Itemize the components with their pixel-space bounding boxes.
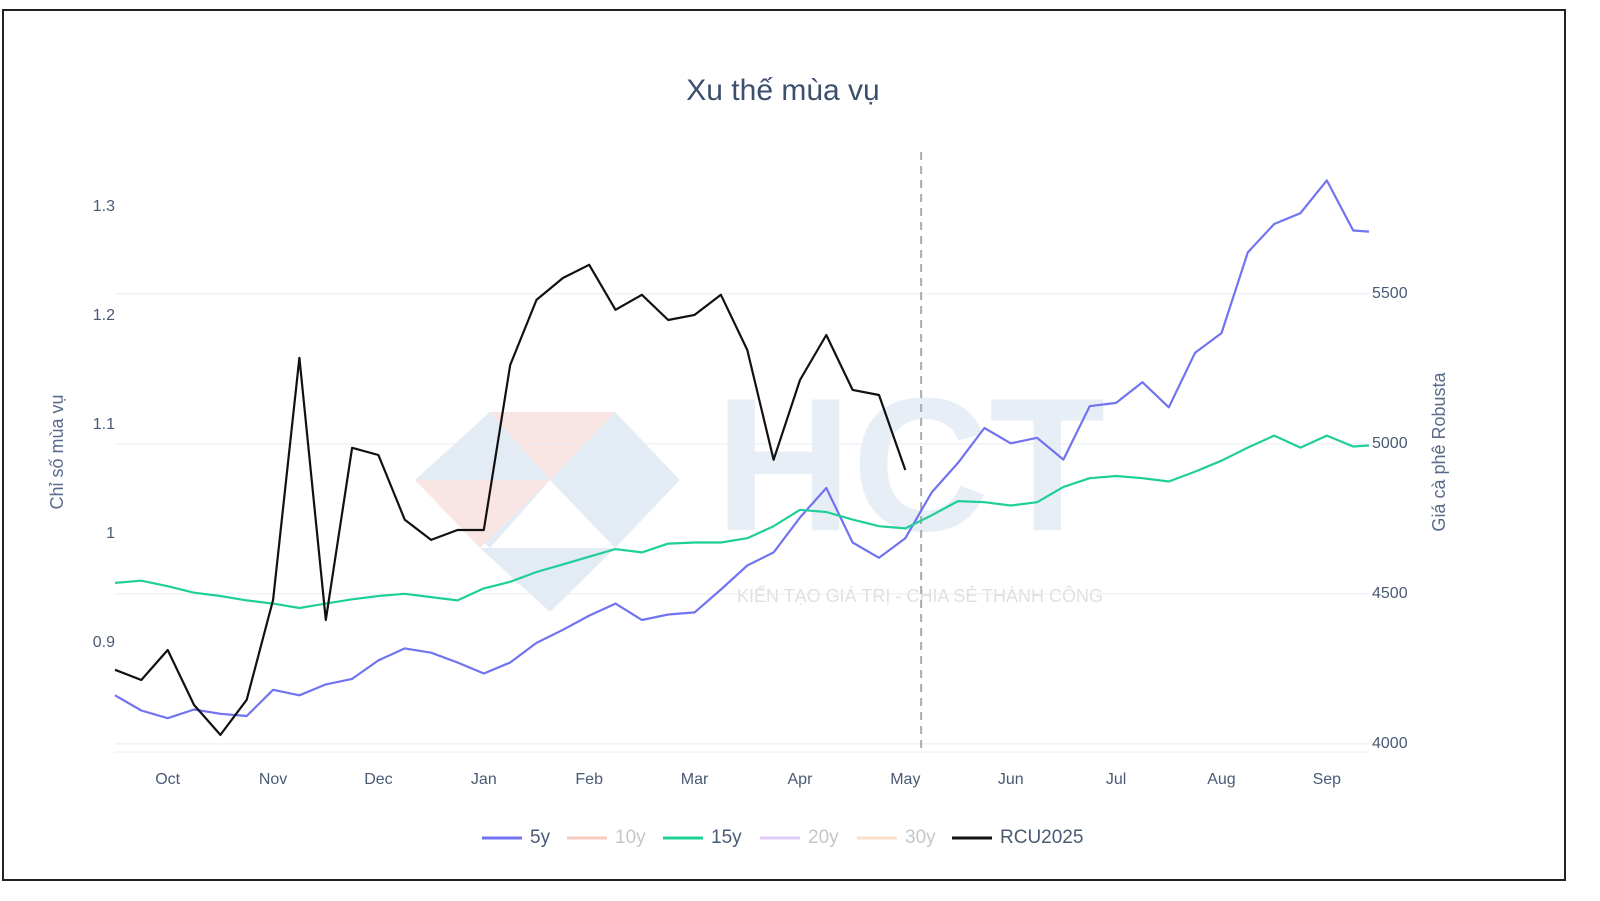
legend-label: RCU2025	[1000, 827, 1083, 848]
legend-item[interactable]: 10y	[567, 827, 646, 848]
legend-label: 15y	[711, 827, 742, 848]
watermark-slogan: KIẾN TẠO GIÁ TRỊ - CHIA SẺ THÀNH CÔNG	[737, 585, 1103, 606]
series-line	[114, 179, 1370, 720]
legend-label: 30y	[905, 827, 936, 848]
watermark-logo	[415, 412, 680, 612]
x-tick-label: Mar	[681, 771, 709, 788]
x-tick-label: Jan	[471, 771, 497, 788]
x-tick-label: Aug	[1207, 771, 1235, 788]
y2-tick-label: 4500	[1372, 585, 1408, 602]
x-tick-label: Sep	[1313, 771, 1342, 788]
legend-item[interactable]: RCU2025	[952, 827, 1083, 848]
x-tick-label: Oct	[155, 771, 180, 788]
y2-axis-title: Giá cà phê Robusta	[1429, 371, 1449, 531]
legend-item[interactable]: 20y	[760, 827, 839, 848]
chart-title: Xu thế mùa vụ	[686, 74, 879, 107]
legend-label: 5y	[530, 827, 551, 848]
legend-item[interactable]: 30y	[857, 827, 936, 848]
x-tick-label: Jun	[998, 771, 1024, 788]
y-tick-label: 1.2	[93, 307, 115, 324]
y-tick-label: 1.3	[93, 198, 115, 215]
y-axis-title: Chỉ số mùa vụ	[47, 394, 67, 509]
y2-tick-label: 5000	[1372, 435, 1408, 452]
y-tick-label: 0.9	[93, 634, 115, 651]
y2-tick-label: 4000	[1372, 735, 1408, 752]
x-tick-label: May	[890, 771, 920, 788]
legend-label: 10y	[615, 827, 646, 848]
x-tick-label: Feb	[575, 771, 603, 788]
legend-item[interactable]: 15y	[663, 827, 742, 848]
legend-item[interactable]: 5y	[482, 827, 551, 848]
x-tick-label: Dec	[364, 771, 392, 788]
x-tick-label: Nov	[259, 771, 287, 788]
series-line	[114, 263, 907, 736]
y-tick-label: 1	[106, 525, 115, 542]
legend-label: 20y	[808, 827, 839, 848]
x-tick-label: Apr	[788, 771, 814, 788]
watermark: HCT	[715, 359, 1105, 571]
y2-tick-label: 5500	[1372, 285, 1408, 302]
series-line	[114, 434, 1370, 610]
y-tick-label: 1.1	[93, 416, 115, 433]
x-tick-label: Jul	[1106, 771, 1126, 788]
